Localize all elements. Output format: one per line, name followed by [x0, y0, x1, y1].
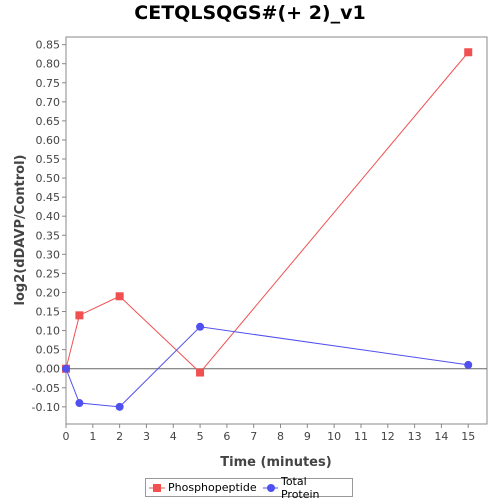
y-tick-label: -0.05	[32, 382, 60, 395]
y-tick-label: 0.10	[36, 325, 61, 338]
y-tick-label: 0.40	[36, 210, 61, 223]
y-tick-label: 0.70	[36, 96, 61, 109]
legend-label-phosphopeptide: Phosphopeptide	[168, 481, 257, 494]
legend-item-total-protein: Total Protein	[262, 474, 346, 501]
x-tick-label: 0	[63, 430, 70, 443]
chart-title: CETQLSQGS#(+ 2)_v1	[134, 2, 366, 24]
x-tick-label: 3	[143, 430, 150, 443]
data-point-total-protein	[464, 360, 473, 369]
y-tick-label: 0.45	[36, 191, 61, 204]
plot-area	[65, 36, 488, 425]
x-axis: 0 1 2 3 4 5 6 7 8 9 10 11 12 13 14 15	[63, 424, 475, 443]
x-tick-label: 7	[250, 430, 257, 443]
y-tick-label: 0.65	[36, 115, 61, 128]
y-tick-label: 0.30	[36, 248, 61, 261]
series-layer	[62, 48, 473, 411]
y-tick-label: 0.50	[36, 172, 61, 185]
y-tick-label: 0.20	[36, 286, 61, 299]
data-point-total-protein	[62, 364, 70, 373]
x-tick-label: 6	[223, 430, 230, 443]
data-point-total-protein	[115, 402, 124, 411]
x-tick-label: 11	[354, 430, 368, 443]
data-point-phosphopeptide	[115, 292, 124, 301]
y-axis: -0.10 -0.05 0.00 0.05 0.10 0.15 0.20 0.25 0.30 0.…	[32, 39, 66, 414]
x-tick-label: 9	[304, 430, 311, 443]
x-tick-label: 2	[116, 430, 123, 443]
legend: Phosphopeptide Total Protein	[145, 475, 353, 501]
x-tick-label: 8	[277, 430, 284, 443]
x-tick-label: 13	[408, 430, 422, 443]
x-tick-label: 4	[170, 430, 177, 443]
x-tick-label: 1	[89, 430, 96, 443]
y-tick-label: 0.85	[36, 39, 61, 52]
y-tick-label: 0.00	[36, 363, 61, 376]
data-point-phosphopeptide	[464, 48, 473, 57]
data-point-phosphopeptide	[196, 368, 205, 377]
y-tick-label: 0.35	[36, 229, 61, 242]
x-tick-label: 14	[434, 430, 448, 443]
legend-item-phosphopeptide: Phosphopeptide	[149, 481, 257, 494]
y-tick-label: 0.15	[36, 306, 61, 319]
y-axis-title: log2(dDAVP/Control)	[13, 155, 28, 306]
data-point-phosphopeptide	[75, 311, 84, 320]
legend-square-marker-icon	[149, 483, 165, 492]
legend-circle-marker-icon	[262, 483, 278, 492]
x-tick-label: 15	[461, 430, 475, 443]
x-tick-label: 5	[197, 430, 204, 443]
y-tick-label: 0.60	[36, 134, 61, 147]
y-tick-label: 0.75	[36, 77, 61, 90]
x-axis-title: Time (minutes)	[220, 455, 331, 470]
data-point-total-protein	[196, 322, 205, 331]
y-tick-label: 0.05	[36, 344, 61, 357]
y-tick-label: -0.10	[32, 401, 60, 414]
y-tick-label: 0.80	[36, 58, 61, 71]
y-tick-label: 0.55	[36, 153, 61, 166]
legend-label-total-protein: Total Protein	[280, 474, 320, 501]
x-tick-label: 10	[327, 430, 341, 443]
y-tick-label: 0.25	[36, 267, 61, 280]
x-tick-label: 12	[381, 430, 395, 443]
data-point-total-protein	[75, 399, 84, 408]
